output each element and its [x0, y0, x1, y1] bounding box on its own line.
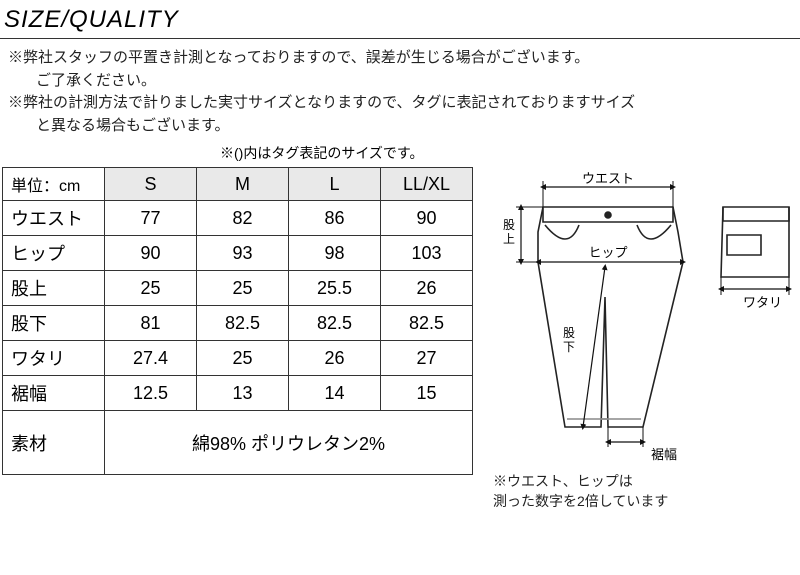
measurement-diagram: ウエスト ヒップ 股 上 股 下 裾幅 ワタリ ※ウエスト、ヒッ: [473, 167, 798, 511]
section-heading: SIZE/QUALITY: [0, 0, 800, 39]
label-inseam-1: 股: [563, 326, 575, 340]
label-waist: ウエスト: [582, 171, 634, 186]
size-table: 単位：cm S M L LL/XL ウエスト 77 82 86 90 ヒップ 9…: [2, 167, 473, 511]
row-hip: ヒップ 90 93 98 103: [3, 236, 473, 271]
note-1a: ※弊社スタッフの平置き計測となっておりますので、誤差が生じる場合がございます。: [8, 47, 792, 70]
label-inseam-2: 下: [563, 340, 575, 354]
label-rise-2: 上: [503, 232, 515, 246]
col-llxl: LL/XL: [381, 168, 473, 201]
label-hip: ヒップ: [588, 245, 627, 260]
note-2b: と異なる場合もございます。: [8, 115, 792, 138]
note-2a: ※弊社の計測方法で計りました実寸サイズとなりますので、タグに表記されておりますサ…: [8, 92, 792, 115]
col-l: L: [289, 168, 381, 201]
row-thigh: ワタリ 27.4 25 26 27: [3, 341, 473, 376]
col-m: M: [197, 168, 289, 201]
tag-size-note: ※()内はタグ表記のサイズです。: [220, 143, 800, 163]
row-material: 素材 綿98% ポリウレタン2%: [3, 411, 473, 475]
label-rise-1: 股: [503, 218, 515, 232]
col-s: S: [105, 168, 197, 201]
pants-back-icon: [721, 207, 789, 277]
row-waist: ウエスト 77 82 86 90: [3, 201, 473, 236]
note-1b: ご了承ください。: [8, 70, 792, 93]
diagram-foot-note-1: ※ウエスト、ヒップは: [483, 471, 798, 491]
pants-front-icon: [538, 207, 683, 427]
notes-block: ※弊社スタッフの平置き計測となっておりますので、誤差が生じる場合がございます。 …: [0, 47, 800, 137]
row-rise: 股上 25 25 25.5 26: [3, 271, 473, 306]
table-header-row: 単位：cm S M L LL/XL: [3, 168, 473, 201]
row-inseam: 股下 81 82.5 82.5 82.5: [3, 306, 473, 341]
label-thigh: ワタリ: [743, 295, 782, 310]
diagram-foot-note-2: 測った数字を2倍しています: [483, 491, 798, 511]
unit-cell: 単位：cm: [3, 168, 105, 201]
label-hem: 裾幅: [651, 447, 677, 462]
row-hem: 裾幅 12.5 13 14 15: [3, 376, 473, 411]
